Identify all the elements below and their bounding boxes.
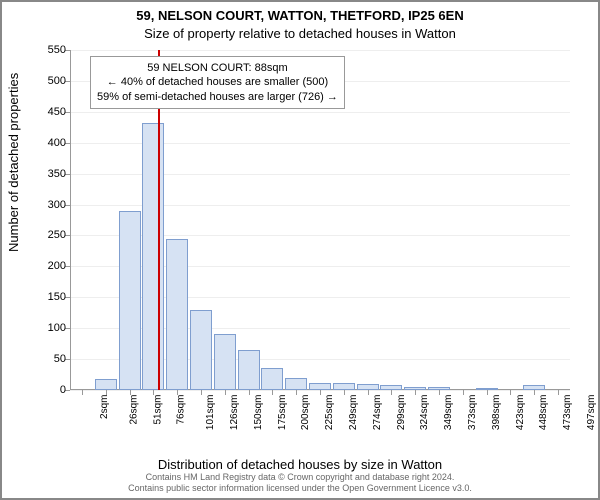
histogram-bar: [190, 310, 212, 390]
x-tick-label: 299sqm: [396, 395, 407, 431]
annotation-line-2: ← 40% of detached houses are smaller (50…: [97, 75, 338, 89]
x-tick-mark: [344, 390, 345, 395]
x-tick-mark: [510, 390, 511, 395]
x-tick-mark: [487, 390, 488, 395]
x-tick-mark: [225, 390, 226, 395]
x-tick-label: 51sqm: [152, 395, 163, 425]
x-tick-label: 349sqm: [443, 395, 454, 431]
x-axis-label: Distribution of detached houses by size …: [2, 457, 598, 472]
y-tick-label: 50: [26, 353, 66, 365]
x-tick-label: 126sqm: [229, 395, 240, 431]
y-tick-label: 100: [26, 322, 66, 334]
x-tick-label: 200sqm: [300, 395, 311, 431]
annotation-line-3: 59% of semi-detached houses are larger (…: [97, 90, 338, 104]
gridline: [70, 112, 570, 113]
histogram-bar: [333, 383, 355, 390]
x-tick-label: 249sqm: [348, 395, 359, 431]
histogram-chart: 59 NELSON COURT: 88sqm ← 40% of detached…: [70, 50, 570, 390]
x-tick-label: 101sqm: [205, 395, 216, 431]
histogram-bar: [142, 123, 164, 390]
x-tick-mark: [106, 390, 107, 395]
y-tick-label: 550: [26, 44, 66, 56]
y-axis-label: Number of detached properties: [6, 73, 21, 252]
y-tick-label: 400: [26, 137, 66, 149]
container: 59, NELSON COURT, WATTON, THETFORD, IP25…: [0, 0, 600, 500]
x-tick-mark: [439, 390, 440, 395]
x-tick-mark: [130, 390, 131, 395]
y-tick-label: 450: [26, 106, 66, 118]
license-text: Contains HM Land Registry data © Crown c…: [2, 472, 598, 494]
x-tick-label: 324sqm: [420, 395, 431, 431]
x-tick-mark: [415, 390, 416, 395]
x-tick-label: 274sqm: [372, 395, 383, 431]
x-tick-mark: [534, 390, 535, 395]
x-tick-label: 497sqm: [586, 395, 597, 431]
supertitle: 59, NELSON COURT, WATTON, THETFORD, IP25…: [2, 8, 598, 23]
histogram-bar: [95, 379, 117, 390]
y-tick-label: 150: [26, 291, 66, 303]
y-tick-label: 250: [26, 229, 66, 241]
y-axis-line: [70, 50, 71, 390]
annotation-box: 59 NELSON COURT: 88sqm ← 40% of detached…: [90, 56, 345, 109]
x-tick-mark: [272, 390, 273, 395]
x-tick-label: 423sqm: [515, 395, 526, 431]
x-tick-label: 150sqm: [253, 395, 264, 431]
x-tick-mark: [463, 390, 464, 395]
x-tick-label: 225sqm: [324, 395, 335, 431]
x-tick-label: 2sqm: [99, 395, 110, 419]
gridline: [70, 50, 570, 51]
x-tick-mark: [177, 390, 178, 395]
histogram-bar: [261, 368, 283, 390]
y-tick-label: 200: [26, 260, 66, 272]
x-tick-mark: [82, 390, 83, 395]
license-line-1: Contains HM Land Registry data © Crown c…: [2, 472, 598, 483]
y-tick-label: 350: [26, 168, 66, 180]
license-line-2: Contains public sector information licen…: [2, 483, 598, 494]
y-tick-label: 0: [26, 384, 66, 396]
histogram-bar: [119, 211, 141, 390]
x-tick-label: 175sqm: [277, 395, 288, 431]
subtitle: Size of property relative to detached ho…: [2, 26, 598, 41]
x-tick-mark: [558, 390, 559, 395]
histogram-bar: [309, 383, 331, 390]
x-tick-label: 398sqm: [491, 395, 502, 431]
histogram-bar: [238, 350, 260, 390]
x-tick-label: 26sqm: [128, 395, 139, 425]
histogram-bar: [166, 239, 188, 390]
x-tick-mark: [368, 390, 369, 395]
x-tick-mark: [391, 390, 392, 395]
y-tick-label: 500: [26, 75, 66, 87]
histogram-bar: [214, 334, 236, 390]
x-tick-mark: [296, 390, 297, 395]
x-tick-label: 448sqm: [539, 395, 550, 431]
x-tick-mark: [320, 390, 321, 395]
y-tick-label: 300: [26, 199, 66, 211]
annotation-line-1: 59 NELSON COURT: 88sqm: [97, 61, 338, 75]
x-tick-mark: [201, 390, 202, 395]
x-tick-mark: [249, 390, 250, 395]
x-tick-label: 373sqm: [467, 395, 478, 431]
x-tick-mark: [153, 390, 154, 395]
histogram-bar: [285, 378, 307, 390]
x-tick-label: 76sqm: [176, 395, 187, 425]
x-tick-label: 473sqm: [562, 395, 573, 431]
